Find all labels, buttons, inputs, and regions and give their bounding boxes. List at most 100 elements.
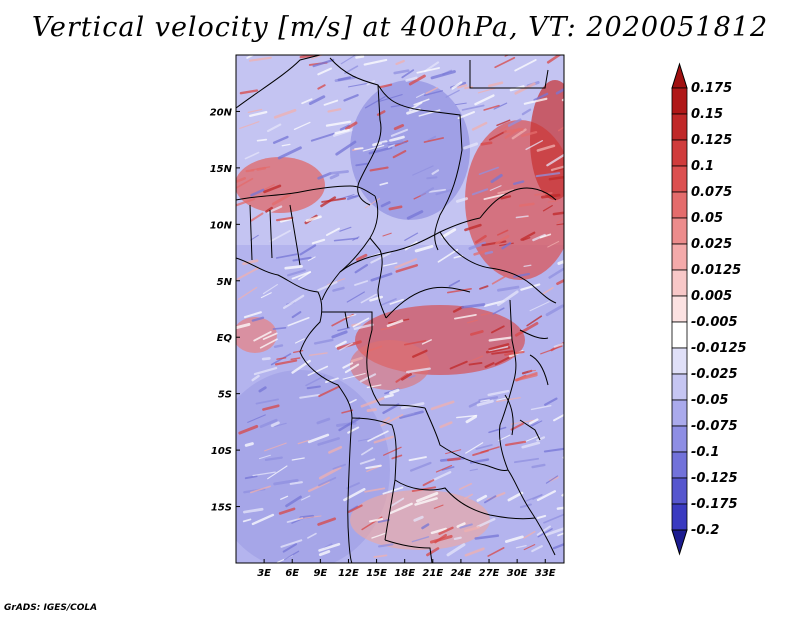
field-streak xyxy=(562,261,564,264)
field-streak xyxy=(484,250,494,255)
field-streak xyxy=(534,192,553,196)
field-streak xyxy=(430,400,455,411)
field-streak xyxy=(362,144,385,152)
lon-tick-label: 33E xyxy=(535,568,556,579)
field-streak xyxy=(390,128,409,137)
field-streak xyxy=(384,393,394,399)
field-streak xyxy=(250,234,259,241)
lon-tick-label: 12E xyxy=(338,568,359,579)
field-streak xyxy=(353,323,374,331)
field-streak xyxy=(260,292,272,299)
field-streak xyxy=(250,166,271,171)
field-streak xyxy=(411,486,437,492)
field-streak xyxy=(468,241,487,250)
field-streak xyxy=(464,493,473,500)
colorbar-segment xyxy=(671,295,688,323)
field-streak xyxy=(488,336,512,342)
colorbar-segment xyxy=(671,347,688,375)
field-streak xyxy=(556,278,564,286)
field-streak xyxy=(453,536,462,540)
field-streak xyxy=(461,303,486,309)
field-streak xyxy=(471,121,488,131)
field-streak xyxy=(518,202,535,207)
field-streak xyxy=(395,373,409,383)
field-streak xyxy=(308,95,326,105)
field-streak xyxy=(435,464,453,473)
field-streak xyxy=(413,98,430,106)
field-streak xyxy=(433,504,444,509)
field-streak xyxy=(464,85,473,90)
field-streak xyxy=(354,147,364,150)
field-streak xyxy=(520,231,536,241)
field-streak xyxy=(416,491,439,503)
field-streak xyxy=(561,493,564,497)
field-streak xyxy=(484,362,495,369)
colorbar-label: -0.05 xyxy=(691,393,728,408)
field-streak xyxy=(262,404,280,411)
field-streak xyxy=(360,397,385,408)
field-streak xyxy=(441,466,455,471)
field-streak xyxy=(278,507,296,515)
field-streak xyxy=(331,330,348,339)
border-lakes-tanganyika xyxy=(504,394,541,441)
field-streak xyxy=(250,212,264,222)
field-streak xyxy=(507,118,522,127)
field-streak xyxy=(553,413,564,422)
field-streak xyxy=(370,252,391,264)
colorbar-segment xyxy=(671,165,688,193)
colorbar-label: 0.025 xyxy=(691,237,732,252)
lon-tick-label: 21E xyxy=(422,568,443,579)
colorbar-label: -0.025 xyxy=(691,367,738,382)
field-streak xyxy=(523,97,548,105)
field-streak xyxy=(236,177,254,189)
lon-tick-label: 9E xyxy=(313,568,327,579)
field-streak xyxy=(343,94,359,102)
field-streak xyxy=(341,409,354,414)
field-streak xyxy=(483,193,505,201)
field-streak xyxy=(490,173,503,184)
field-streak xyxy=(339,124,350,131)
field-streak xyxy=(332,286,345,292)
colorbar-segment xyxy=(671,217,688,245)
field-streak xyxy=(556,506,564,510)
colorbar-label: 0.0125 xyxy=(691,263,741,278)
field-streak xyxy=(369,295,384,302)
colorbar-label: 0.1 xyxy=(691,159,714,174)
field-streak xyxy=(292,256,312,262)
field-streak xyxy=(494,56,516,69)
field-streak xyxy=(328,445,343,454)
longitude-axis: 3E 6E 9E 12E 15E 18E 21E 24E 27E 30E 33E xyxy=(257,559,556,579)
boundaries xyxy=(235,54,557,564)
lon-tick-label: 18E xyxy=(394,568,415,579)
field-streak xyxy=(262,283,278,295)
field-streak xyxy=(256,138,268,142)
lat-tick-label: 15S xyxy=(211,503,232,514)
field-streak xyxy=(406,367,431,374)
border-zambia-south xyxy=(394,479,536,520)
field-streak xyxy=(475,444,493,450)
field-streak xyxy=(546,55,562,64)
field-streak xyxy=(487,389,510,397)
field-streak xyxy=(543,447,564,453)
field-streak xyxy=(363,58,388,66)
field-streak xyxy=(253,366,278,376)
field-streak xyxy=(237,286,258,300)
field-streak xyxy=(359,373,377,383)
field-streak xyxy=(281,143,291,147)
field-streak xyxy=(525,140,543,151)
field-streak xyxy=(318,476,337,487)
field-streak xyxy=(311,238,326,245)
field-streak xyxy=(247,108,263,114)
field-streak xyxy=(366,384,382,389)
field-streak xyxy=(244,151,260,160)
field-streak xyxy=(275,216,294,222)
field-streak xyxy=(321,197,347,203)
field-streak xyxy=(519,503,532,509)
field-streak xyxy=(238,424,259,435)
field-streak xyxy=(250,485,271,494)
field-streak xyxy=(293,121,311,131)
field-streak xyxy=(557,532,564,537)
field-streak xyxy=(369,518,384,523)
field-streak xyxy=(355,253,368,262)
field-streak xyxy=(547,240,560,248)
